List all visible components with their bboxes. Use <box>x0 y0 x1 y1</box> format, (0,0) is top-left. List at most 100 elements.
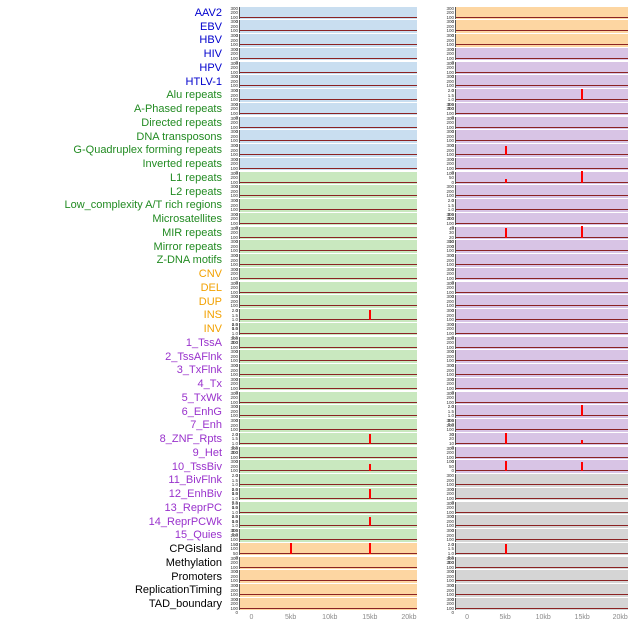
y-tick-label: 200 <box>446 560 454 566</box>
track-panel-right <box>455 144 628 157</box>
track-panel-right <box>455 254 628 267</box>
track-panel-right <box>455 88 628 102</box>
y-axis-tick-labels-right: 300 200 100 0 <box>442 6 455 24</box>
track-panel-right <box>455 130 628 143</box>
data-spike <box>504 543 507 554</box>
y-tick-label: 300 <box>446 101 454 107</box>
y-tick-label: 100 <box>230 303 238 309</box>
y-tick-label: 200 <box>230 271 238 277</box>
row-label: Directed repeats <box>141 116 222 129</box>
y-tick-label: 200 <box>230 161 238 167</box>
y-tick-label: 1.5 <box>231 436 238 442</box>
y-tick-label: 0 <box>235 307 238 313</box>
y-tick-label: 100 <box>230 262 238 268</box>
y-tick-label: 200 <box>446 505 454 511</box>
y-tick-label: 100 <box>230 179 238 185</box>
x-tick-label: 15kb <box>362 614 378 621</box>
y-tick-label: 300 <box>446 514 454 520</box>
y-tick-label: 200 <box>230 202 238 208</box>
row-label: 2_TssAFlnk <box>165 350 222 363</box>
y-axis-tick-labels-right: 300 200 100 0 <box>442 514 455 533</box>
y-tick-label: 300 <box>230 569 238 575</box>
track-panel-right <box>455 529 628 542</box>
y-axis-tick-labels-right: 300 200 100 0 <box>442 281 455 299</box>
y-axis-tick-labels-left: 300 200 100 0 <box>226 597 239 615</box>
y-axis-tick-labels-right: 300 200 100 0 <box>442 419 455 437</box>
track-panel-left <box>239 515 417 528</box>
row-label: Microsatellites <box>152 213 222 226</box>
y-axis-tick-labels-right: 300 200 100 0 <box>442 501 455 519</box>
y-tick-label: 200 <box>446 243 454 249</box>
y-tick-label: 0 <box>451 32 454 38</box>
y-tick-label: 0 <box>451 569 454 575</box>
y-tick-label: 100 <box>446 152 454 158</box>
y-tick-label: 0 <box>451 468 454 474</box>
y-tick-label: 30 <box>448 431 454 437</box>
track-panel-left <box>239 322 417 336</box>
y-tick-label: 20 <box>448 436 454 442</box>
y-axis-tick-labels-left: 300 200 100 0 <box>226 47 239 65</box>
track-panel-right <box>455 34 628 47</box>
track-row: Mirror repeats 300 200 100 0 300 200 100 0 <box>0 240 630 258</box>
y-tick-label: 100 <box>230 207 238 213</box>
y-tick-label: 100 <box>230 537 238 543</box>
track-panel-left <box>239 6 417 20</box>
track-panel-left <box>239 185 417 198</box>
y-tick-label: 200 <box>230 230 238 236</box>
y-tick-label: 100 <box>446 330 454 336</box>
y-tick-label: 100 <box>230 413 238 419</box>
y-tick-label: 200 <box>446 312 454 318</box>
y-tick-label: 300 <box>230 349 238 355</box>
y-tick-label: 0 <box>235 101 238 107</box>
row-label: 10_TssBiv <box>171 460 222 473</box>
y-tick-label: 200 <box>230 120 238 126</box>
y-tick-label: 0 <box>451 115 454 121</box>
y-tick-label: 0.0 <box>447 216 454 222</box>
track-row: Inverted repeats 300 200 100 0 300 200 100 0 <box>0 156 630 175</box>
data-spike <box>581 170 584 183</box>
data-spike <box>504 460 507 472</box>
y-tick-label: 1.5 <box>231 505 238 511</box>
data-spike <box>504 432 507 444</box>
y-tick-label: 0 <box>235 390 238 396</box>
track-panel-left <box>239 336 417 350</box>
y-axis-tick-labels-right: 300 200 100 0 <box>442 556 455 574</box>
track-panel-left <box>239 157 417 171</box>
y-axis-tick-labels-right: 30 20 10 0 <box>442 431 455 450</box>
track-row: EBV 300 200 100 0 300 200 100 0 <box>0 19 630 37</box>
track-panel-right <box>455 61 628 75</box>
y-axis-tick-labels-right: 300 200 100 0 <box>442 267 455 285</box>
track-panel-right <box>455 116 628 130</box>
track-panel-left <box>239 89 417 102</box>
y-tick-label: 100 <box>230 399 238 405</box>
y-tick-label: 0 <box>235 610 238 616</box>
x-tick-label: 0 <box>249 614 254 621</box>
y-tick-label: 300 <box>230 156 238 162</box>
track-row: 3_TxFlnk 300 200 100 0 300 200 100 0 <box>0 364 630 381</box>
y-tick-label: 200 <box>446 23 454 29</box>
y-tick-label: 0 <box>451 266 454 272</box>
x-tick-label: 5kb <box>284 614 297 621</box>
x-tick-label: 15kb <box>574 614 590 621</box>
y-tick-label: 200 <box>446 188 454 194</box>
y-axis-tick-labels-left: 300 200 100 0 <box>226 240 239 258</box>
y-tick-label: 100 <box>230 69 238 75</box>
y-tick-label: 200 <box>230 463 238 469</box>
y-axis-tick-labels-right: 300 200 100 0 <box>442 101 455 120</box>
y-axis-tick-labels-left: 300 200 100 0 <box>226 61 239 79</box>
y-tick-label: 0 <box>451 129 454 135</box>
y-tick-label: 200 <box>446 51 454 57</box>
x-tick-label: 10kb <box>322 614 338 621</box>
y-tick-label: 0 <box>235 19 238 25</box>
track-panel-right <box>455 295 628 308</box>
y-tick-label: 0 <box>235 459 238 465</box>
y-tick-label: 0.0 <box>447 559 454 565</box>
track-panel-left <box>239 487 417 501</box>
y-tick-label: 200 <box>446 285 454 291</box>
track-panel-left <box>239 295 417 308</box>
y-tick-label: 200 <box>230 175 238 181</box>
y-tick-label: 2.0 <box>231 514 238 520</box>
y-axis-tick-labels-right: 300 200 100 0 <box>442 254 455 272</box>
track-panel-right <box>455 170 628 185</box>
y-tick-label: 300 <box>230 19 238 25</box>
